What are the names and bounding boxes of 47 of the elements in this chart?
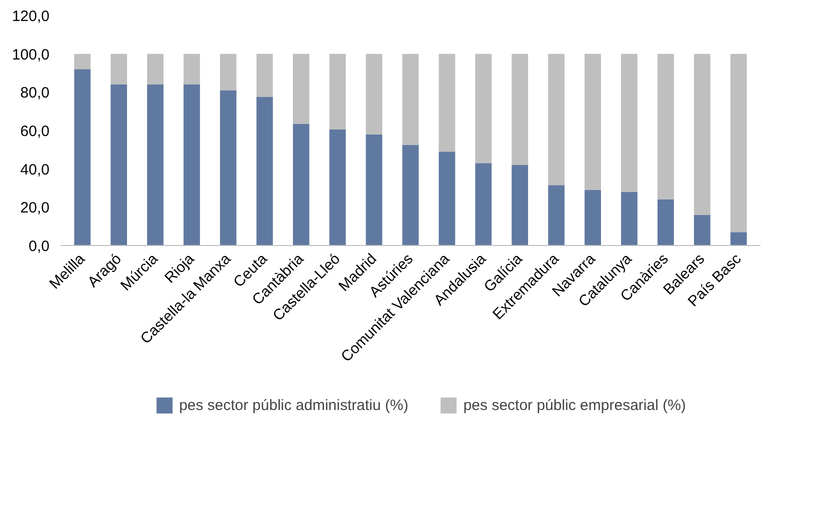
bar (621, 54, 638, 192)
bar (621, 192, 638, 246)
bar (74, 54, 91, 70)
bar (475, 163, 492, 246)
bar (329, 54, 346, 130)
bar (475, 54, 492, 164)
bar (438, 54, 456, 152)
bar (220, 54, 236, 90)
bar (658, 200, 674, 246)
bar (548, 54, 565, 186)
bar (256, 96, 273, 246)
bar (292, 124, 310, 246)
bar (184, 84, 200, 246)
bar (658, 54, 674, 200)
bar (694, 54, 710, 215)
bar (694, 214, 710, 246)
bar (512, 54, 528, 165)
bar (329, 130, 346, 246)
bar (110, 84, 128, 246)
bar (366, 134, 382, 246)
bar (584, 190, 601, 246)
bar (548, 185, 565, 246)
legend-label: pes sector públic empresarial (%) (463, 396, 686, 414)
bar (402, 54, 419, 145)
bar (292, 54, 310, 124)
bar (512, 165, 528, 246)
y-tick-label: 40,0 (20, 161, 50, 178)
bar (438, 152, 456, 246)
bar (730, 232, 747, 246)
bar (147, 84, 164, 246)
bar (184, 54, 200, 84)
bar (256, 54, 273, 97)
legend-label: pes sector públic administratiu (%) (179, 396, 408, 414)
bar (147, 54, 164, 84)
bar (366, 54, 382, 134)
bar (110, 54, 128, 84)
y-tick-label: 80,0 (20, 84, 50, 102)
bar (584, 54, 601, 190)
bar (74, 69, 91, 246)
bar (730, 54, 747, 232)
y-tick-label: 0,0 (28, 238, 50, 255)
bar (220, 90, 236, 246)
bar (402, 144, 419, 246)
y-tick-label: 120,0 (12, 8, 50, 25)
y-tick-label: 60,0 (20, 123, 50, 140)
y-tick-label: 100,0 (12, 46, 50, 64)
y-tick-label: 20,0 (20, 200, 50, 217)
